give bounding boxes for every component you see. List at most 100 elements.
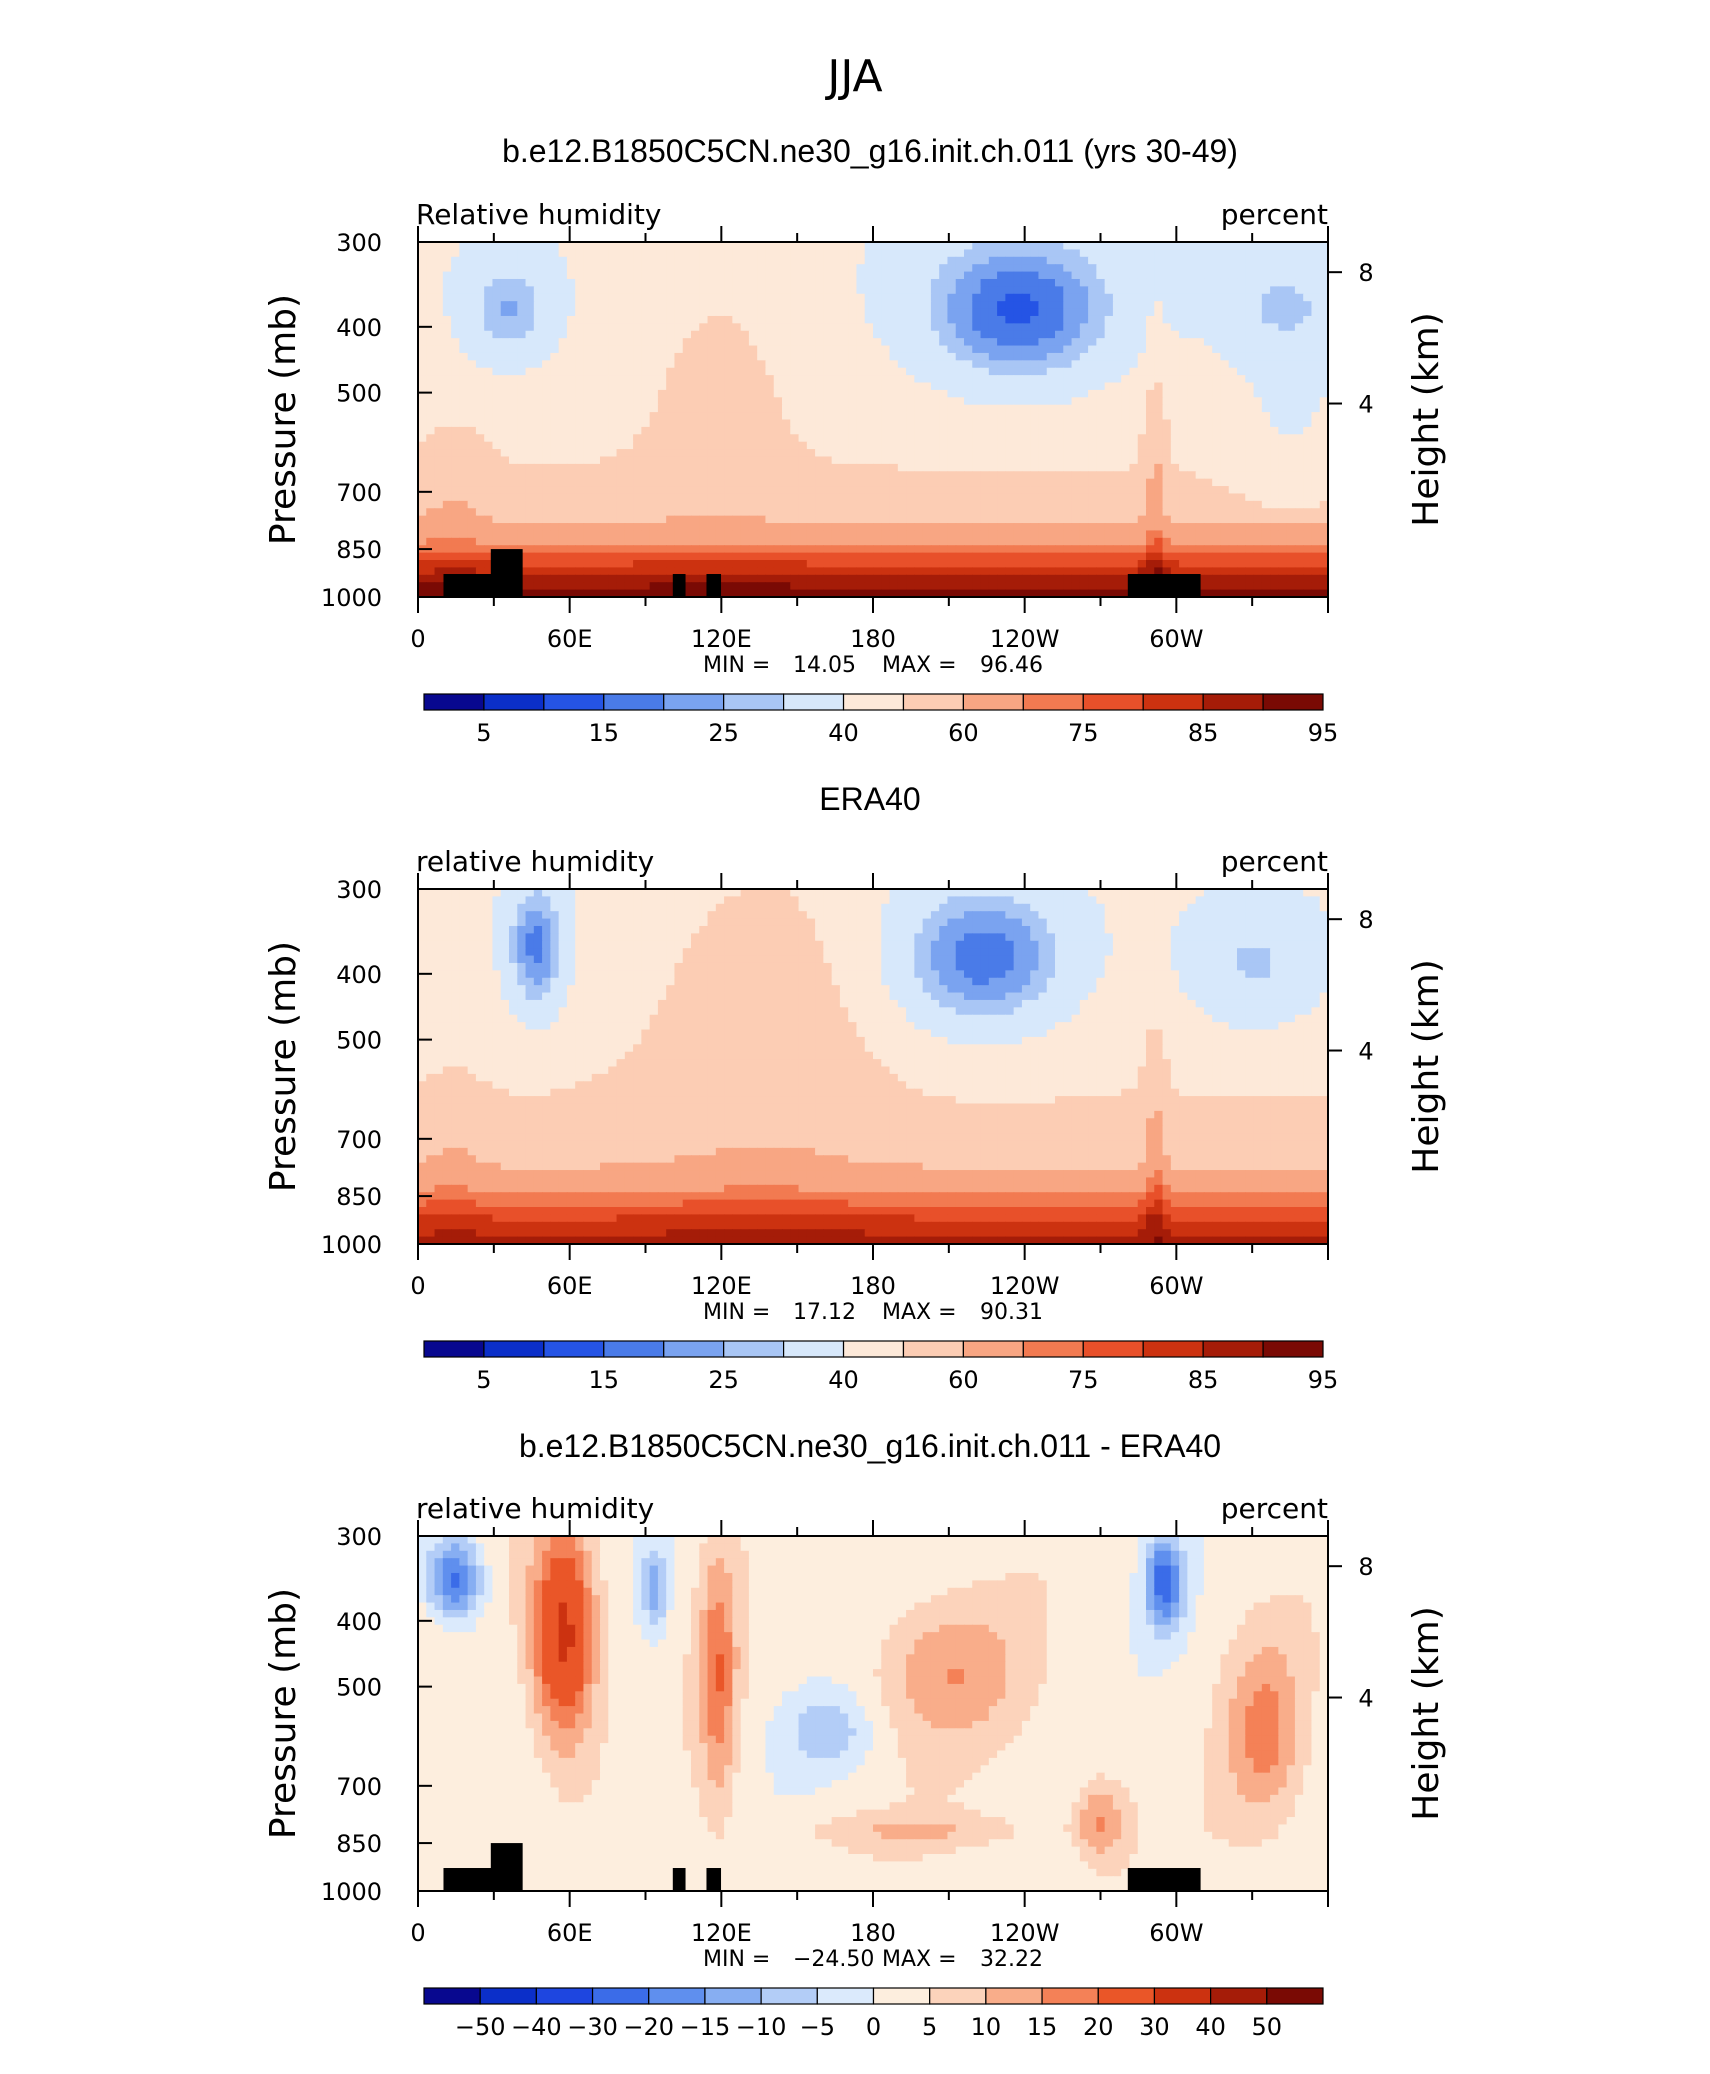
field-cell [856,412,865,420]
field-cell [840,420,849,428]
field-cell [1014,264,1023,272]
field-cell [1229,257,1238,265]
field-cell [1014,486,1023,494]
field-cell [757,471,766,479]
field-cell [1030,368,1039,376]
field-cell [790,405,799,413]
field-cell [1146,412,1155,420]
field-cell [1237,530,1246,538]
field-cell [1303,279,1312,287]
field-cell [989,493,998,501]
field-cell [1096,316,1105,324]
field-cell [981,316,990,324]
field-cell [1138,257,1147,265]
field-cell [1220,508,1229,516]
field-cell [1005,420,1014,428]
field-cell [1262,279,1271,287]
field-cell [641,257,650,265]
field-cell [633,286,642,294]
field-cell [1138,323,1147,331]
field-cell [1163,493,1172,501]
field-cell [418,294,427,302]
field-cell [997,368,1006,376]
field-cell [724,264,733,272]
field-cell [492,442,501,450]
field-cell [972,309,981,317]
field-cell [741,338,750,346]
field-cell [542,412,551,420]
field-cell [890,456,899,464]
field-cell [443,294,452,302]
field-cell [856,523,865,531]
field-cell [939,360,948,368]
field-cell [840,405,849,413]
field-cell [633,449,642,457]
field-cell [1072,294,1081,302]
field-cell [1146,331,1155,339]
field-cell [906,353,915,361]
field-cell [989,383,998,391]
field-cell [1303,538,1312,546]
field-cell [1138,508,1147,516]
field-cell [898,493,907,501]
field-cell [741,516,750,524]
field-cell [1179,530,1188,538]
field-cell [1022,560,1031,568]
field-cell [881,323,890,331]
field-cell [765,242,774,250]
field-cell [1129,493,1138,501]
field-cell [799,427,808,435]
field-cell [1038,442,1047,450]
field-cell [956,486,965,494]
field-cell [608,264,617,272]
field-cell [716,412,725,420]
field-cell [1014,493,1023,501]
field-cell [1163,375,1172,383]
field-cell [691,272,700,280]
field-cell [1270,390,1279,398]
field-cell [997,323,1006,331]
field-cell [1196,553,1205,561]
field-cell [790,397,799,405]
field-cell [1270,486,1279,494]
field-cell [542,242,551,250]
field-cell [1105,360,1114,368]
field-cell [1237,449,1246,457]
field-cell [501,368,510,376]
field-cell [1105,486,1114,494]
field-cell [509,530,518,538]
field-cell [1311,427,1320,435]
field-cell [1303,338,1312,346]
field-cell [542,530,551,538]
field-cell [1220,530,1229,538]
field-cell [625,294,634,302]
field-cell [1080,486,1089,494]
field-cell [732,383,741,391]
field-cell [542,553,551,561]
field-cell [1212,486,1221,494]
field-cell [832,272,841,280]
field-cell [716,249,725,257]
field-cell [873,545,882,553]
field-cell [1014,390,1023,398]
field-cell [997,479,1006,487]
field-cell [840,368,849,376]
field-cell [749,538,758,546]
field-cell [1237,464,1246,472]
field-cell [972,560,981,568]
field-cell [799,338,808,346]
field-cell [476,338,485,346]
field-cell [633,508,642,516]
field-cell [799,560,808,568]
field-cell [451,545,460,553]
field-cell [774,286,783,294]
field-cell [1163,301,1172,309]
field-cell [435,397,444,405]
field-cell [1129,405,1138,413]
field-cell [807,331,816,339]
field-cell [559,412,568,420]
field-cell [1063,272,1072,280]
field-cell [1005,249,1014,257]
field-cell [741,545,750,553]
field-cell [914,279,923,287]
